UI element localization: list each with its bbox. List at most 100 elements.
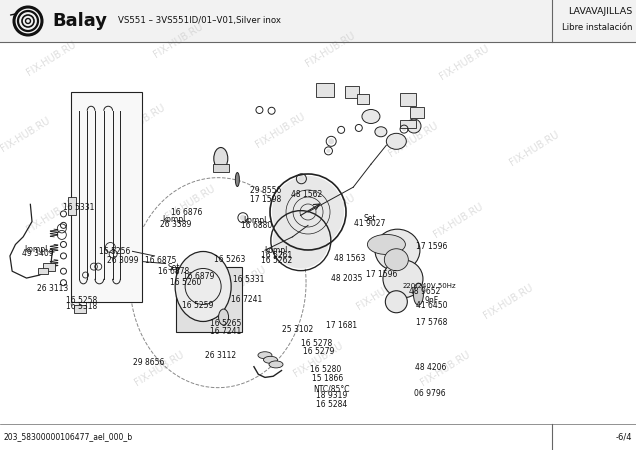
Ellipse shape	[385, 291, 407, 313]
Text: 16 5280: 16 5280	[310, 365, 341, 374]
Circle shape	[273, 213, 329, 269]
Text: 26 3589: 26 3589	[160, 220, 191, 229]
Text: 15 1866: 15 1866	[312, 374, 343, 383]
Text: FIX-HUB.RU: FIX-HUB.RU	[387, 120, 440, 159]
Text: FIX-HUB.RU: FIX-HUB.RU	[0, 116, 52, 154]
Text: kompl.: kompl.	[243, 216, 269, 225]
Text: 16 6875: 16 6875	[146, 256, 177, 265]
Text: 48 1562: 48 1562	[291, 190, 322, 199]
Text: 41 6450: 41 6450	[416, 301, 447, 310]
Text: 16 5331: 16 5331	[233, 275, 264, 284]
Text: LAVAVAJILLAS: LAVAVAJILLAS	[568, 8, 632, 17]
Ellipse shape	[175, 252, 231, 321]
Text: FIX-HUB.RU: FIX-HUB.RU	[482, 282, 536, 321]
Text: -6/4: -6/4	[616, 432, 632, 441]
Text: FIX-HUB.RU: FIX-HUB.RU	[215, 264, 268, 303]
Text: FIX-HUB.RU: FIX-HUB.RU	[24, 39, 78, 78]
Text: 26 3099: 26 3099	[107, 256, 138, 266]
Bar	[345, 86, 359, 99]
Text: FIX-HUB.RU: FIX-HUB.RU	[69, 273, 122, 312]
Ellipse shape	[375, 127, 387, 137]
Text: FIX-HUB.RU: FIX-HUB.RU	[151, 21, 205, 60]
Text: 48 4206: 48 4206	[415, 363, 446, 372]
Text: FIX-HUB.RU: FIX-HUB.RU	[355, 273, 408, 312]
Text: FIX-HUB.RU: FIX-HUB.RU	[132, 350, 186, 388]
Text: FIX-HUB.RU: FIX-HUB.RU	[164, 183, 218, 222]
Bar	[410, 107, 424, 118]
Text: FIX-HUB.RU: FIX-HUB.RU	[508, 129, 561, 168]
Text: kompl.: kompl.	[25, 244, 50, 253]
Circle shape	[326, 149, 331, 153]
Text: 16 5265: 16 5265	[209, 320, 241, 328]
Text: 48 2035: 48 2035	[331, 274, 363, 284]
Ellipse shape	[269, 361, 283, 368]
Circle shape	[272, 176, 344, 248]
Text: 16 5331: 16 5331	[63, 202, 94, 211]
Ellipse shape	[413, 283, 424, 305]
Text: FIX-HUB.RU: FIX-HUB.RU	[304, 30, 357, 69]
Text: FIX-HUB.RU: FIX-HUB.RU	[304, 192, 357, 231]
Text: 16 7241: 16 7241	[231, 295, 262, 304]
Text: Set: Set	[168, 263, 180, 272]
Ellipse shape	[214, 148, 228, 170]
Text: FIX-HUB.RU: FIX-HUB.RU	[24, 197, 78, 235]
Bar	[401, 93, 417, 106]
Text: 48 9652: 48 9652	[410, 287, 441, 296]
Circle shape	[328, 138, 334, 144]
Text: VS551 – 3VS551ID/01–V01,Silver inox: VS551 – 3VS551ID/01–V01,Silver inox	[118, 17, 281, 26]
Text: FIX-HUB.RU: FIX-HUB.RU	[113, 102, 167, 141]
Text: FIX-HUB.RU: FIX-HUB.RU	[291, 341, 345, 379]
Text: 16 5284: 16 5284	[315, 400, 347, 409]
Text: 17 5768: 17 5768	[416, 318, 447, 327]
Text: 16 5278: 16 5278	[301, 338, 333, 347]
Ellipse shape	[368, 234, 405, 254]
Text: 203_58300000106477_ael_000_b: 203_58300000106477_ael_000_b	[4, 432, 133, 441]
Text: 49 3409: 49 3409	[22, 249, 53, 258]
Bar	[213, 164, 229, 172]
Bar	[315, 83, 333, 97]
Ellipse shape	[258, 352, 272, 359]
Text: 18 9319: 18 9319	[315, 391, 347, 400]
Text: 25 3102: 25 3102	[282, 325, 314, 334]
Text: 16 5256: 16 5256	[99, 247, 130, 256]
Text: 220/240V,50Hz: 220/240V,50Hz	[403, 283, 456, 289]
Bar	[357, 94, 370, 104]
Ellipse shape	[407, 119, 421, 133]
Text: 17 1681: 17 1681	[326, 320, 357, 329]
Bar	[43, 263, 55, 271]
Text: Balay: Balay	[52, 12, 107, 30]
Text: FIX-HUB.RU: FIX-HUB.RU	[438, 44, 491, 82]
Text: 17 1596: 17 1596	[366, 270, 398, 279]
Text: 9nF: 9nF	[425, 296, 439, 305]
Text: 16 5262: 16 5262	[261, 256, 293, 265]
Ellipse shape	[375, 229, 420, 271]
Text: FIX-HUB.RU: FIX-HUB.RU	[431, 201, 485, 240]
Text: Libre instalación: Libre instalación	[562, 22, 632, 32]
Circle shape	[298, 176, 305, 182]
Text: 16 5318: 16 5318	[66, 302, 97, 311]
Bar	[0, 0, 636, 42]
Text: 16 6876: 16 6876	[171, 208, 202, 217]
Text: 17 1598: 17 1598	[251, 195, 282, 204]
Text: 16 6878: 16 6878	[158, 267, 190, 276]
Bar	[38, 268, 48, 274]
Circle shape	[402, 127, 406, 131]
Ellipse shape	[383, 260, 423, 298]
Text: 16 5260: 16 5260	[170, 278, 201, 287]
Bar	[74, 306, 86, 313]
Text: 16 5261: 16 5261	[261, 251, 293, 260]
Text: 29 8656: 29 8656	[134, 358, 165, 367]
Text: 16 6880: 16 6880	[240, 221, 272, 230]
Ellipse shape	[219, 309, 228, 325]
Text: 16 6879: 16 6879	[183, 272, 214, 281]
Text: FIX-HUB.RU: FIX-HUB.RU	[418, 350, 472, 388]
Text: 17 1596: 17 1596	[416, 242, 447, 251]
Text: NTC/85°C: NTC/85°C	[313, 384, 349, 393]
Text: 16 5263: 16 5263	[214, 255, 245, 264]
Text: 16 5258: 16 5258	[66, 297, 97, 306]
Text: FIX-HUB.RU: FIX-HUB.RU	[253, 111, 307, 150]
Ellipse shape	[384, 249, 408, 271]
Ellipse shape	[386, 133, 406, 149]
Text: 26 3113: 26 3113	[37, 284, 68, 293]
Bar	[176, 267, 242, 332]
